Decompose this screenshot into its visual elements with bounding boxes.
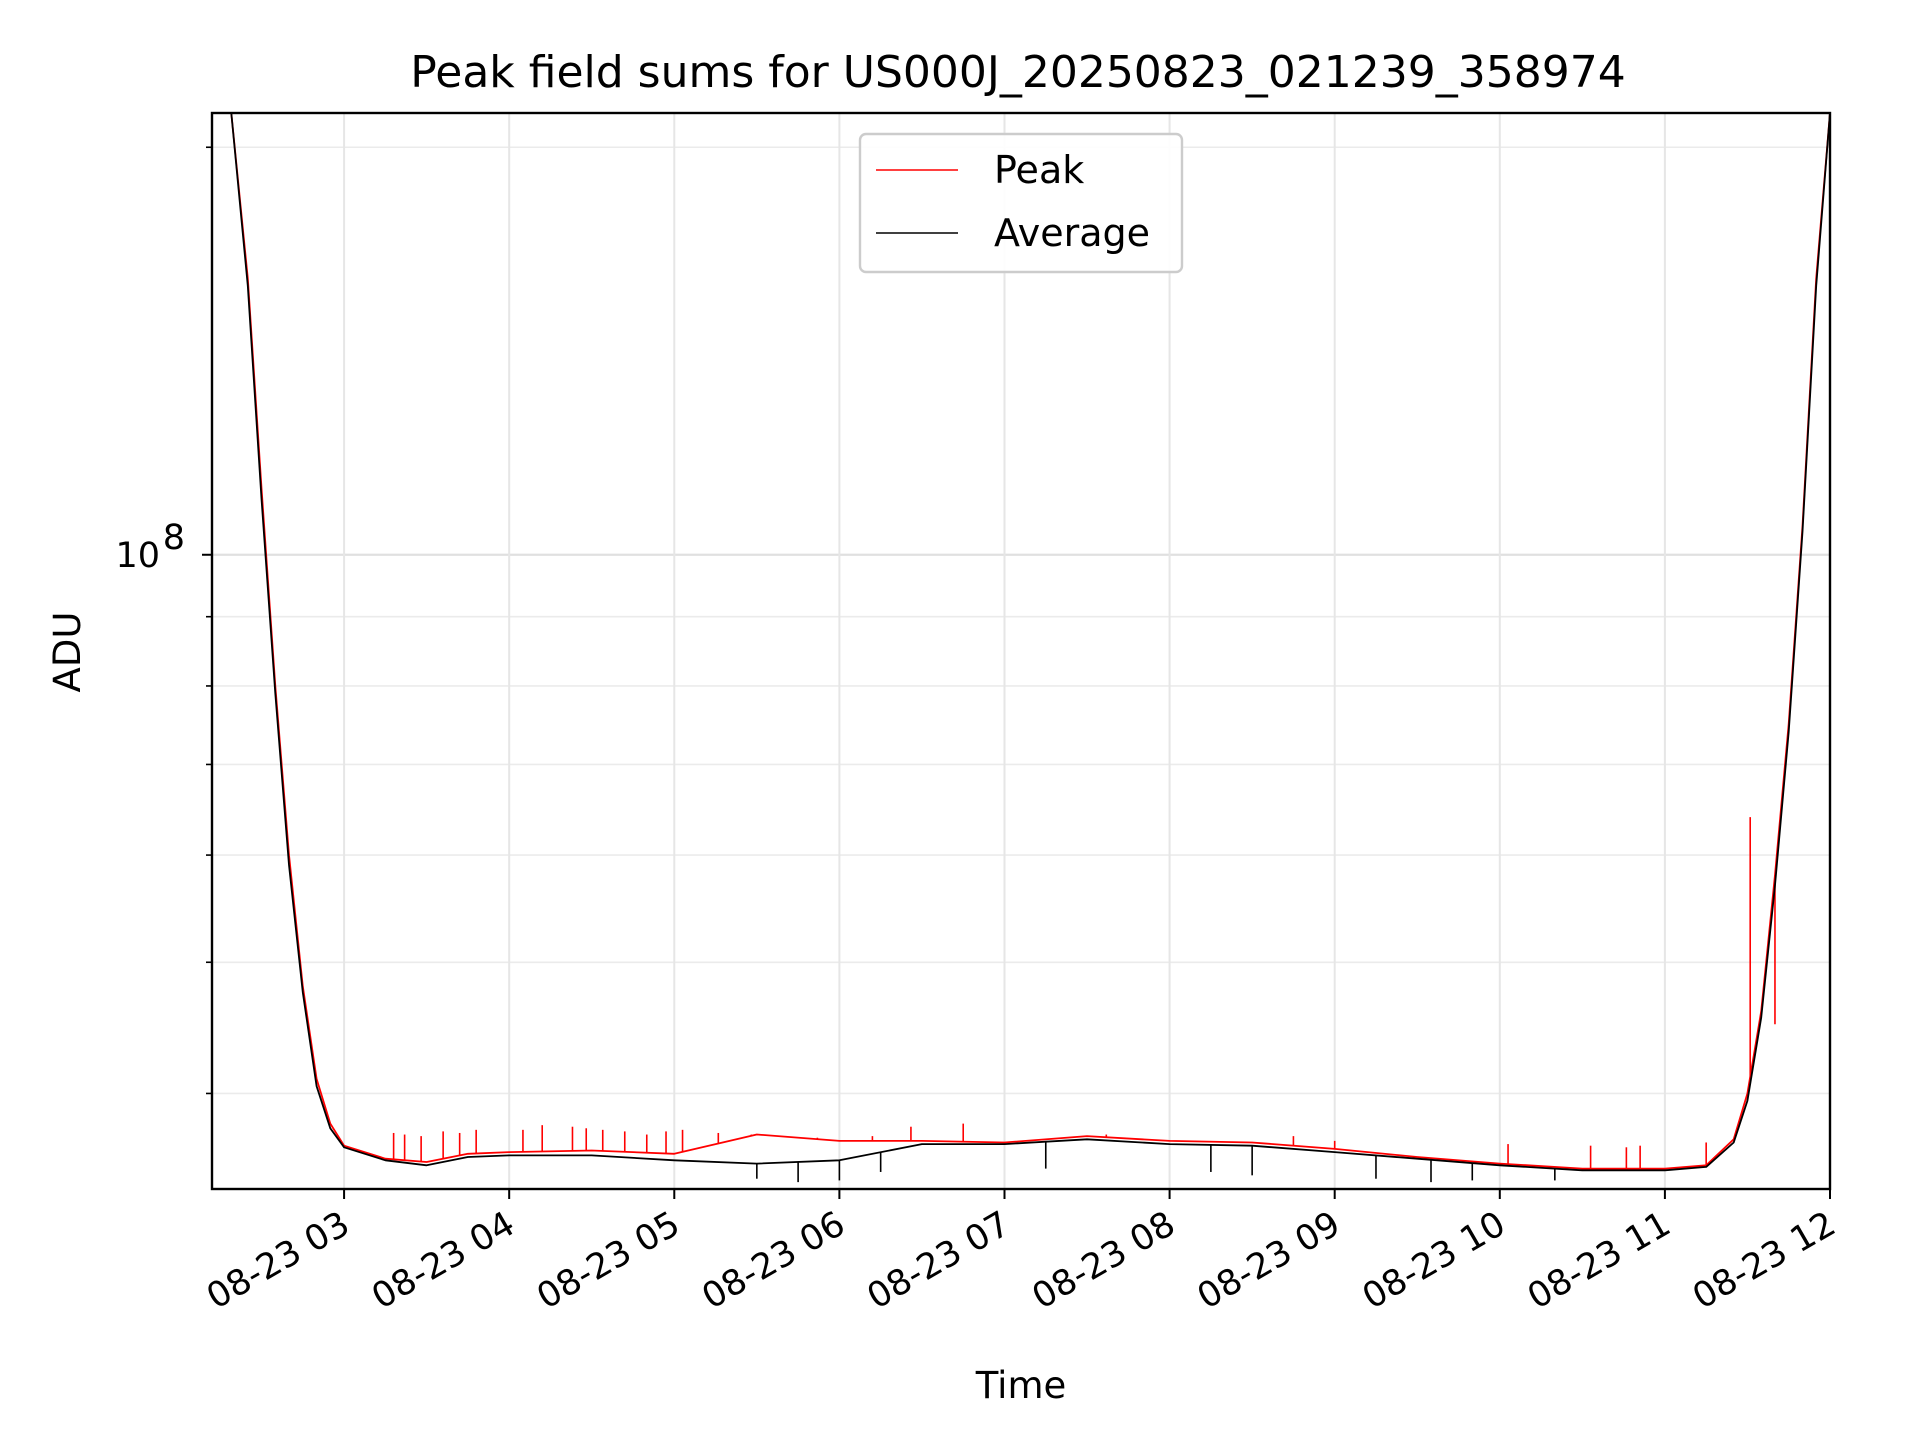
- y-axis-ticks: 10 8: [115, 146, 212, 1095]
- chart-title: Peak field sums for US000J_20250823_0212…: [410, 47, 1625, 98]
- y-axis-label: ADU: [46, 612, 89, 693]
- x-axis-label: Time: [975, 1364, 1067, 1407]
- plot-frame: [210, 111, 1832, 1191]
- legend: Peak Average: [858, 132, 1184, 274]
- legend-box: [858, 132, 1184, 274]
- grid-lines: [212, 113, 1831, 1189]
- y-tick-label: 10: [115, 536, 160, 576]
- series-line-average: [230, 113, 1830, 1172]
- legend-label-average: Average: [994, 211, 1150, 255]
- series-line-peak: [230, 113, 1830, 1170]
- y-tick-label-exponent: 8: [163, 518, 185, 558]
- plot-series: [230, 113, 1830, 1183]
- legend-label-peak: Peak: [994, 148, 1084, 192]
